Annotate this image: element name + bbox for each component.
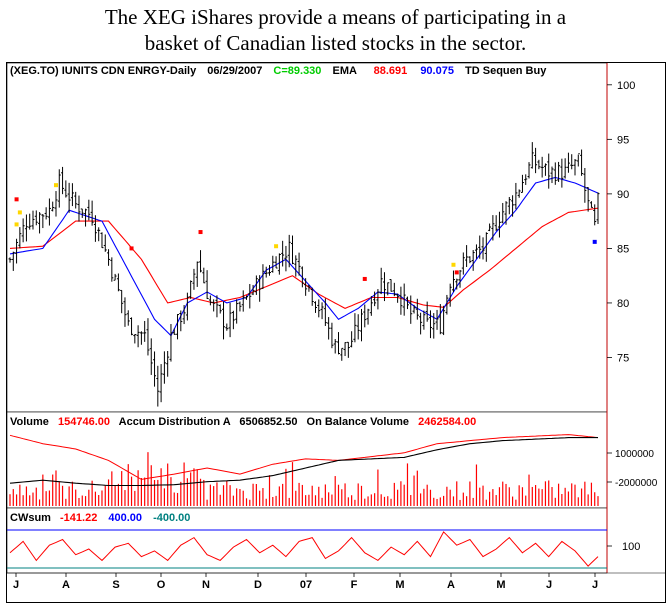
signal-marker <box>53 183 58 188</box>
price-tick-label: 90 <box>617 189 629 201</box>
signal-marker <box>14 222 19 227</box>
chart-container: 100 95 90 85 80 75 1000000 -2000000 100 J A S O N D 07 F… <box>6 62 666 603</box>
ema-slow-value: 88.691 <box>374 65 408 77</box>
symbol-label: (XEG.TO) IUNITS CDN ENRGY-Daily <box>10 65 197 77</box>
price-tick-label: 95 <box>617 134 629 146</box>
signal-marker <box>129 246 134 251</box>
ema-fast-line <box>9 176 599 337</box>
price-tick-label: 85 <box>617 243 629 255</box>
ema-label: EMA <box>332 65 357 77</box>
x-axis-label: F <box>351 579 358 591</box>
signal-markers <box>14 183 597 281</box>
x-axis-label: J <box>546 579 552 591</box>
signal-label: TD Sequen Buy <box>465 65 547 77</box>
cwsum-lower-value: -400.00 <box>153 512 190 524</box>
cwsum-label: CWsum <box>10 512 51 524</box>
accum-value: 6506852.50 <box>239 416 297 428</box>
x-axis-label: M <box>496 579 505 591</box>
x-axis-label: N <box>202 579 210 591</box>
x-axis-label: 07 <box>300 579 312 591</box>
signal-marker <box>454 270 459 275</box>
on-balance-volume-line <box>9 437 598 487</box>
price-panel <box>6 62 608 413</box>
price-header-text: (XEG.TO) IUNITS CDN ENRGY-Daily 06/29/20… <box>10 65 547 77</box>
x-axis-label: A <box>447 579 455 591</box>
oscillator-lines <box>7 529 607 569</box>
x-axis-label: J <box>13 579 19 591</box>
x-axis-label: S <box>112 579 119 591</box>
price-tick-label: 100 <box>617 80 635 92</box>
osc-tick-label: 100 <box>622 541 640 553</box>
close-label: C=89.330 <box>273 65 321 77</box>
date-label: 06/29/2007 <box>207 65 262 77</box>
signal-marker <box>17 210 22 215</box>
cwsum-value: -141.22 <box>60 512 97 524</box>
x-axis-label: D <box>254 579 262 591</box>
chart-caption: The XEG iShares provide a means of parti… <box>0 4 671 56</box>
stock-chart: 100 95 90 85 80 75 1000000 -2000000 100 J A S O N D 07 F… <box>6 62 666 603</box>
price-tick-label: 80 <box>617 298 629 310</box>
accum-label: Accum Distribution A <box>119 416 231 428</box>
caption-line-1: The XEG iShares provide a means of parti… <box>104 5 567 29</box>
price-bars <box>8 142 600 407</box>
cwsum-line <box>9 531 599 567</box>
x-axis-label: J <box>592 579 598 591</box>
x-axis-label: M <box>395 579 404 591</box>
ema-slow-line <box>9 207 599 310</box>
accum-distribution-line <box>9 434 599 480</box>
volume-bars <box>9 452 599 506</box>
price-tick-label: 75 <box>617 352 629 364</box>
oscillator-header-text: CWsum -141.22 400.00 -400.00 <box>10 512 190 524</box>
volume-value: 154746.00 <box>58 416 110 428</box>
signal-marker <box>362 276 367 281</box>
ema-fast-value: 90.075 <box>420 65 454 77</box>
oscillator-panel <box>6 507 608 574</box>
x-axis-label: A <box>62 579 70 591</box>
axis-labels: 100 95 90 85 80 75 1000000 -2000000 100 J A S O N D 07 F… <box>13 80 658 591</box>
cwsum-upper-value: 400.00 <box>108 512 142 524</box>
price-lines <box>9 176 599 337</box>
signal-marker <box>451 262 456 267</box>
volume-tick-label: 1000000 <box>615 449 654 460</box>
signal-marker <box>592 239 597 244</box>
caption-line-2: basket of Canadian listed stocks in the … <box>144 31 527 55</box>
volume-label: Volume <box>10 416 49 428</box>
obv-value: 2462584.00 <box>418 416 476 428</box>
signal-marker <box>198 230 203 235</box>
signal-marker <box>14 197 19 202</box>
obv-label: On Balance Volume <box>307 416 410 428</box>
volume-header-text: Volume 154746.00 Accum Distribution A 65… <box>10 416 476 428</box>
volume-indicator-lines <box>9 434 599 487</box>
signal-marker <box>274 244 279 249</box>
x-axis-label: O <box>157 579 166 591</box>
volume-tick-label: -2000000 <box>615 478 658 489</box>
